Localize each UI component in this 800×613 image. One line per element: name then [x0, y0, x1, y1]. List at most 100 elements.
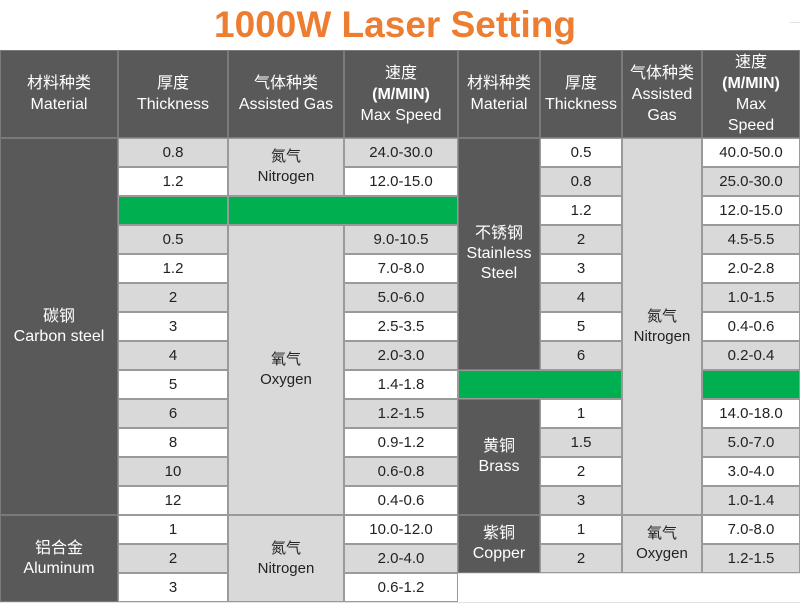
header-text: Material: [470, 96, 528, 113]
thickness-cell: 1: [540, 399, 622, 428]
speed-cell: 0.6-1.2: [344, 573, 458, 602]
speed-cell: 2.0-4.0: [344, 544, 458, 573]
thickness-cell: 2: [540, 457, 622, 486]
thickness: 4: [168, 346, 178, 364]
speed: 5.0-7.0: [727, 433, 775, 451]
header-text: 速度: [384, 64, 417, 82]
thickness: 4: [576, 288, 586, 306]
thickness-cell: 1.5: [540, 428, 622, 457]
material-name: 不锈钢: [474, 225, 523, 242]
thickness: 1.2: [570, 201, 592, 219]
header-cell: 气体种类 Assisted Gas: [228, 50, 344, 138]
speed: 2.0-4.0: [377, 549, 425, 567]
speed-cell: 0.6-0.8: [344, 457, 458, 486]
speed-cell: 3.0-4.0: [702, 457, 800, 486]
speed-cell: 24.0-30.0: [344, 138, 458, 167]
header-text: (M/MIN): [722, 75, 780, 92]
thickness: 2: [168, 288, 178, 306]
material-cell: 黄铜 Brass: [458, 399, 540, 515]
speed-cell: 12.0-15.0: [702, 196, 800, 225]
material-name: Steel: [480, 265, 518, 282]
speed: 5.0-6.0: [377, 288, 425, 306]
material-name: 碳钢: [42, 307, 75, 325]
thickness-cell: 5: [540, 312, 622, 341]
speed-cell: 0.4-0.6: [702, 312, 800, 341]
gas-name: 氮气: [270, 148, 301, 165]
speed-cell: 25.0-30.0: [702, 167, 800, 196]
gas-cell: 氧气 Oxygen: [622, 515, 702, 573]
speed: 7.0-8.0: [377, 259, 425, 277]
thickness: 2: [576, 549, 586, 567]
thickness: 5: [168, 375, 178, 393]
thickness: 10: [164, 462, 182, 480]
header-cell: 速度 (M/MIN) Max Speed: [344, 50, 458, 138]
speed-cell: 40.0-50.0: [702, 138, 800, 167]
speed: 0.2-0.4: [727, 346, 775, 364]
thickness: 6: [576, 346, 586, 364]
thickness-cell: 2: [118, 544, 228, 573]
material-cell: 碳钢 Carbon steel: [0, 138, 118, 515]
thickness-cell: 1: [118, 515, 228, 544]
speed-cell: 7.0-8.0: [344, 254, 458, 283]
separator-row: [458, 370, 622, 399]
header-text: Max Speed: [360, 106, 442, 124]
header-text: 材料种类: [466, 75, 531, 92]
thickness-cell: 4: [118, 341, 228, 370]
thickness: 0.8: [162, 143, 184, 161]
material-name: 紫铜: [482, 525, 515, 542]
thickness-cell: 8: [118, 428, 228, 457]
header-text: Thickness: [544, 96, 618, 113]
thickness: 3: [576, 491, 586, 509]
thickness: 0.5: [570, 143, 592, 161]
thickness: 2: [576, 230, 586, 248]
material-name: 铝合金: [34, 539, 83, 557]
thickness-cell: 4: [540, 283, 622, 312]
speed-cell: 1.2-1.5: [344, 399, 458, 428]
speed-cell: 1.4-1.8: [344, 370, 458, 399]
thickness: 8: [168, 433, 178, 451]
speed-cell: 2.0-3.0: [344, 341, 458, 370]
speed: 0.9-1.2: [377, 433, 425, 451]
speed: 12.0-15.0: [719, 201, 783, 219]
gas-cell: 氮气 Nitrogen: [622, 138, 702, 515]
thickness-cell: 2: [118, 283, 228, 312]
header-text: (M/MIN): [372, 85, 430, 103]
thickness-cell: 6: [540, 341, 622, 370]
thickness-cell: 0.5: [540, 138, 622, 167]
title: 1000W Laser Setting: [0, 0, 790, 50]
speed: 1.0-1.5: [727, 288, 775, 306]
separator-row: [118, 196, 228, 225]
header-text: Speed: [727, 117, 775, 134]
speed: 4.5-5.5: [727, 230, 775, 248]
header-text: 厚度: [156, 75, 189, 92]
speed: 0.6-1.2: [377, 578, 425, 596]
speed: 1.2-1.5: [377, 404, 425, 422]
header-cell: 速度 (M/MIN) Max Speed: [702, 50, 800, 138]
header-text: 厚度: [564, 75, 597, 92]
material-name: Stainless: [466, 245, 532, 262]
speed: 40.0-50.0: [719, 143, 783, 161]
material-name: 黄铜: [482, 438, 515, 455]
material-cell: 紫铜 Copper: [458, 515, 540, 573]
header-text: Assisted Gas: [238, 96, 334, 113]
thickness: 0.5: [162, 230, 184, 248]
speed: 25.0-30.0: [719, 172, 783, 190]
speed-cell: 0.9-1.2: [344, 428, 458, 457]
speed-cell: 2.0-2.8: [702, 254, 800, 283]
speed-cell: 12.0-15.0: [344, 167, 458, 196]
header-text: Max: [735, 96, 767, 113]
speed: 1.4-1.8: [377, 375, 425, 393]
gas-cell: 氮气 Nitrogen: [228, 138, 344, 196]
thickness-cell: 1.2: [118, 254, 228, 283]
gas-name: Nitrogen: [257, 559, 315, 577]
gas-name: 氮气: [646, 307, 677, 325]
header-text: Gas: [647, 106, 677, 124]
speed-cell: 14.0-18.0: [702, 399, 800, 428]
thickness-cell: 1.2: [118, 167, 228, 196]
speed: 7.0-8.0: [727, 520, 775, 538]
speed-cell: 7.0-8.0: [702, 515, 800, 544]
thickness: 6: [168, 404, 178, 422]
header-text: 速度: [734, 54, 767, 71]
gas-name: Oxygen: [260, 371, 312, 388]
speed: 2.5-3.5: [377, 317, 425, 335]
